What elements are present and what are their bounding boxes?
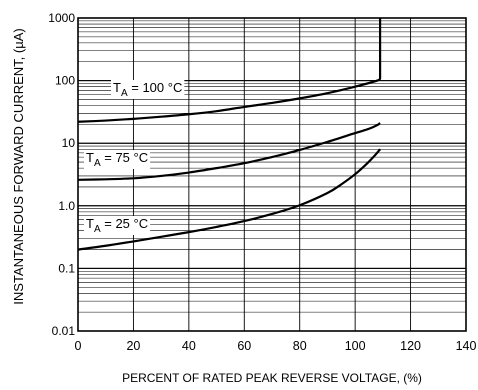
y-tick-label: 1.0: [58, 199, 75, 213]
plot-frame: [77, 17, 467, 332]
x-tick-label: 0: [75, 339, 82, 353]
series-labels: TA = 100 °C TA = 75 °C TA = 25 °C: [84, 80, 185, 235]
y-tick-label: 100: [55, 74, 75, 88]
x-tick-label: 100: [345, 339, 366, 353]
series-label: TA = 100 °C: [111, 80, 185, 99]
y-tick-label: 0.01: [52, 324, 76, 338]
series-label: TA = 75 °C: [84, 150, 151, 169]
x-tick-label: 140: [456, 339, 477, 353]
series-label: TA = 25 °C: [84, 216, 151, 235]
y-tick-label: 0.1: [58, 261, 75, 275]
y-tick-label: 10: [62, 136, 76, 150]
x-tick-label: 120: [400, 339, 421, 353]
x-axis-label: PERCENT OF RATED PEAK REVERSE VOLTAGE, (…: [122, 371, 422, 385]
x-tick-label: 60: [237, 339, 251, 353]
series-line: [77, 18, 382, 123]
svg-text:TA = 75 °C: TA = 75 °C: [86, 150, 148, 169]
series-line: [77, 148, 381, 251]
series-line: [77, 122, 381, 181]
x-tick-label: 40: [182, 339, 196, 353]
tick-labels: 0 20 40 60 80 100 120 140 0.01 0.1 1.0 10 100 1000: [48, 11, 476, 353]
x-tick-label: 20: [126, 339, 140, 353]
y-tick-label: 1000: [48, 11, 75, 25]
series-lines: [77, 18, 382, 251]
grid-lines: [77, 17, 467, 332]
svg-text:TA = 100 °C: TA = 100 °C: [113, 80, 182, 99]
y-axis-label: INSTANTANEOUS FORWARD CURRENT, (µA): [11, 28, 26, 304]
svg-text:TA = 25 °C: TA = 25 °C: [86, 216, 148, 235]
x-tick-label: 80: [293, 339, 307, 353]
